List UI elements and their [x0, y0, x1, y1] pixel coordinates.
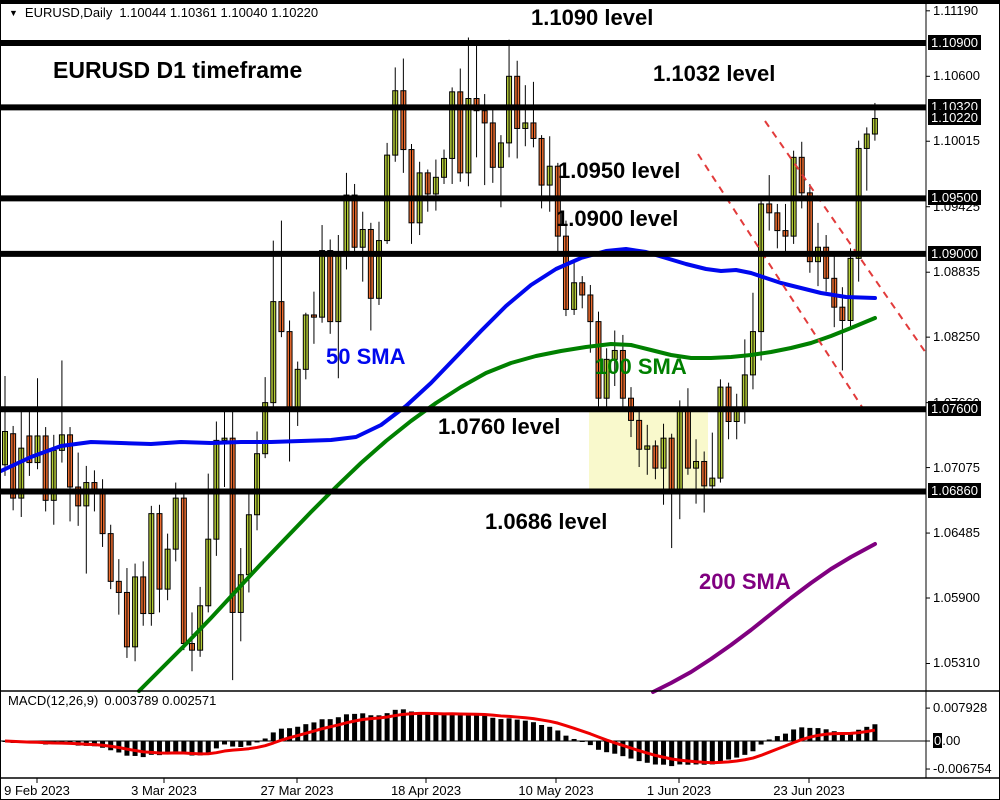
price-tick-label: 1.07075 — [933, 459, 980, 475]
sma-200-line — [651, 542, 877, 694]
date-label: 3 Mar 2023 — [131, 783, 197, 798]
macd-values: 0.003789 0.002571 — [104, 693, 217, 708]
date-label: 27 Mar 2023 — [260, 783, 334, 798]
price-tick-label: 1.10015 — [933, 133, 980, 149]
price-tick-label: 1.08835 — [933, 264, 980, 280]
level-label-1090: 1.1090 level — [531, 5, 654, 30]
level-label-1032: 1.1032 level — [653, 61, 776, 86]
macd-tick-label: 0.00 — [933, 733, 961, 748]
level-label-0760: 1.0760 level — [438, 414, 561, 439]
macd-histogram — [2, 709, 878, 767]
date-label: 10 May 2023 — [518, 783, 594, 798]
price-badge: 1.09000 — [928, 245, 981, 261]
sma200-label: 200 SMA — [699, 569, 791, 594]
sma100-label: 100 SMA — [595, 354, 687, 379]
price-tick-label: 1.10600 — [933, 68, 980, 84]
chart-title: EURUSD D1 timeframe — [53, 57, 303, 83]
date-label: 9 Feb 2023 — [4, 783, 70, 798]
macd-title: MACD(12,26,9) — [8, 693, 99, 708]
macd-tick-label: 0.007928 — [933, 700, 988, 716]
price-tick-label: 1.05310 — [933, 655, 980, 671]
price-badge: 1.09500 — [928, 190, 981, 206]
price-badge: 1.07600 — [928, 401, 981, 417]
sma50-label: 50 SMA — [326, 344, 406, 369]
descending-channel-line — [764, 120, 927, 354]
date-label: 18 Apr 2023 — [390, 783, 462, 798]
level-label-0900: 1.0900 level — [556, 206, 679, 231]
sma-50-line — [1, 247, 877, 473]
macd-signal-line — [4, 711, 876, 765]
price-tick-label: 1.08250 — [933, 329, 980, 345]
level-label-0686: 1.0686 level — [485, 509, 608, 534]
price-tick-label: 1.05900 — [933, 590, 980, 605]
candles-layer — [2, 75, 878, 651]
date-label: 1 Jun 2023 — [646, 783, 712, 798]
symbol-dropdown-icon[interactable]: ▼ — [9, 7, 18, 18]
sma-100-line — [137, 316, 877, 693]
current-bar-ohlc: 1.10044 1.10361 1.10040 1.10220 — [119, 5, 319, 20]
price-badge: 1.06860 — [928, 483, 981, 499]
symbol-period-label: EURUSD,Daily — [24, 5, 113, 20]
macd-indicator-label: MACD(12,26,9) 0.003789 0.002571 — [8, 693, 216, 708]
price-tick-label: 1.11190 — [933, 2, 979, 18]
macd-tick-label: -0.006754 — [933, 761, 992, 777]
chart-header: ▼ EURUSD,Daily 1.10044 1.10361 1.10040 1… — [9, 5, 318, 20]
price-badge: 1.10900 — [928, 35, 981, 50]
date-label: 23 Jun 2023 — [773, 783, 845, 798]
price-tick-label: 1.06485 — [933, 525, 980, 541]
level-label-0950: 1.0950 level — [558, 158, 681, 183]
price-badge: 1.10220 — [928, 110, 981, 126]
